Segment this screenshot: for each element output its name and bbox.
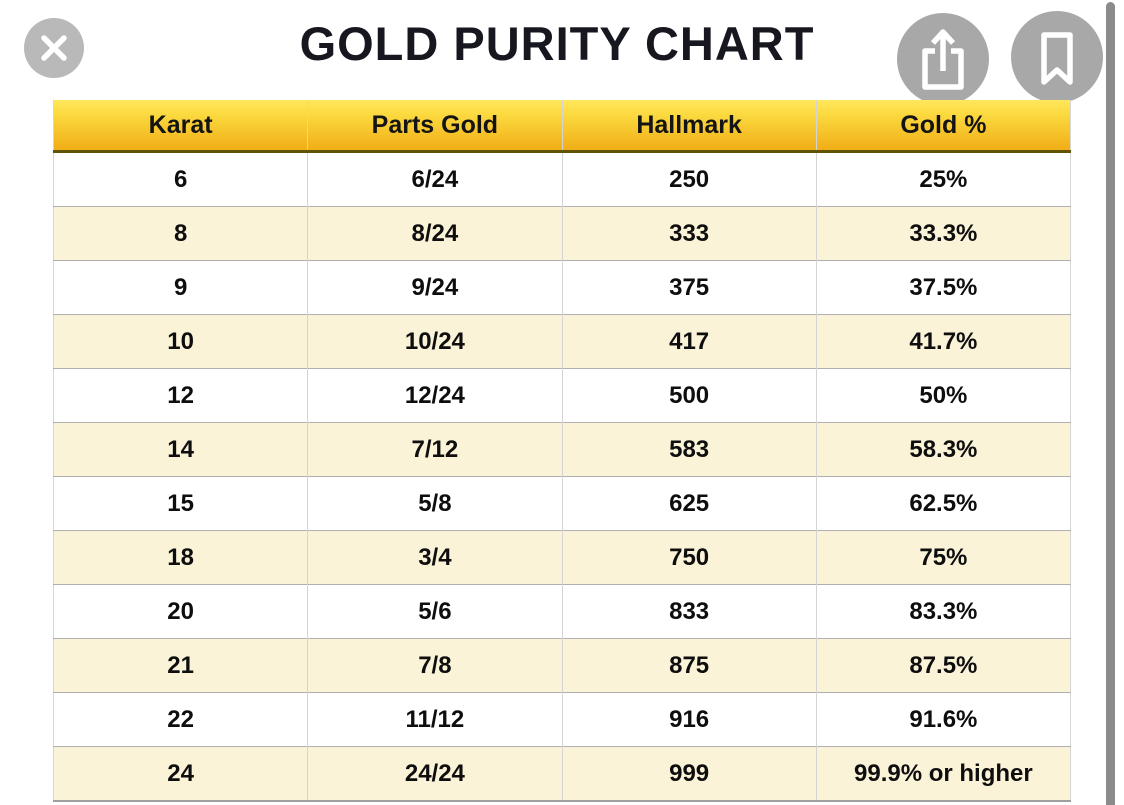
table-cell: 21 (53, 638, 308, 693)
table-cell: 333 (561, 206, 817, 261)
table-cell: 50% (815, 368, 1071, 423)
table-cell: 91.6% (815, 692, 1071, 747)
page-title: GOLD PURITY CHART (299, 17, 815, 70)
bookmark-icon (1041, 32, 1073, 85)
close-x-icon (41, 35, 67, 61)
table-cell: 6/24 (307, 151, 562, 207)
table-cell: 87.5% (815, 638, 1071, 693)
table-cell: 12/24 (307, 368, 562, 423)
vertical-scrollbar-thumb[interactable] (1106, 2, 1115, 805)
table-cell: 25% (815, 151, 1071, 207)
table-row: 8 8/24 333 33.3% (53, 206, 1071, 261)
table-cell: 37.5% (815, 260, 1071, 315)
table-cell: 22 (53, 692, 308, 747)
table-row: 21 7/8 875 87.5% (53, 638, 1071, 693)
table-cell: 18 (53, 530, 308, 585)
table-cell: 375 (561, 260, 817, 315)
table-cell: 500 (561, 368, 817, 423)
table-cell: 7/8 (307, 638, 562, 693)
table-cell: 8 (53, 206, 308, 261)
table-cell: 99.9% or higher (815, 746, 1071, 801)
close-button[interactable] (24, 18, 84, 78)
table-cell: 8/24 (307, 206, 562, 261)
column-header: Gold % (815, 100, 1071, 153)
share-button[interactable] (897, 13, 989, 105)
table-cell: 3/4 (307, 530, 562, 585)
table-cell: 62.5% (815, 476, 1071, 531)
table-cell: 7/12 (307, 422, 562, 477)
table-cell: 750 (561, 530, 817, 585)
table-cell: 24 (53, 746, 308, 801)
table-cell: 14 (53, 422, 308, 477)
table-cell: 833 (561, 584, 817, 639)
table-cell: 33.3% (815, 206, 1071, 261)
table-cell: 10 (53, 314, 308, 369)
bookmark-button[interactable] (1011, 11, 1103, 103)
table-cell: 417 (561, 314, 817, 369)
table-row: 12 12/24 500 50% (53, 368, 1071, 423)
gold-purity-table: Karat Parts Gold Hallmark Gold % 6 6/24 250 25… (53, 100, 1071, 802)
table-cell: 999 (561, 746, 817, 801)
table-cell: 6 (53, 151, 308, 207)
table-row: 18 3/4 750 75% (53, 530, 1071, 585)
table-cell: 75% (815, 530, 1071, 585)
table-cell: 20 (53, 584, 308, 639)
table-row: 22 11/12 916 91.6% (53, 692, 1071, 747)
table-cell: 916 (561, 692, 817, 747)
table-row: 6 6/24 250 25% (53, 151, 1071, 207)
table-cell: 5/6 (307, 584, 562, 639)
table-cell: 5/8 (307, 476, 562, 531)
table-cell: 41.7% (815, 314, 1071, 369)
column-header: Karat (53, 100, 308, 153)
table-cell: 15 (53, 476, 308, 531)
table-cell: 10/24 (307, 314, 562, 369)
table-header-row: Karat Parts Gold Hallmark Gold % (53, 100, 1071, 153)
table-row: 15 5/8 625 62.5% (53, 476, 1071, 531)
table-cell: 11/12 (307, 692, 562, 747)
table-row: 10 10/24 417 41.7% (53, 314, 1071, 369)
table-row: 20 5/6 833 83.3% (53, 584, 1071, 639)
table-row: 9 9/24 375 37.5% (53, 260, 1071, 315)
table-row: 14 7/12 583 58.3% (53, 422, 1071, 477)
table-cell: 250 (561, 151, 817, 207)
table-cell: 875 (561, 638, 817, 693)
share-up-arrow-icon (922, 29, 964, 90)
table-body: 6 6/24 250 25% 8 8/24 333 33.3% 9 9/24 375 37.5% 10 1… (53, 151, 1071, 801)
column-header: Parts Gold (307, 100, 562, 153)
table-cell: 12 (53, 368, 308, 423)
table-row: 24 24/24 999 99.9% or higher (53, 746, 1071, 801)
table-cell: 583 (561, 422, 817, 477)
table-cell: 625 (561, 476, 817, 531)
table-cell: 9 (53, 260, 308, 315)
table-cell: 83.3% (815, 584, 1071, 639)
table-cell: 24/24 (307, 746, 562, 801)
table-cell: 9/24 (307, 260, 562, 315)
table-cell: 58.3% (815, 422, 1071, 477)
column-header: Hallmark (561, 100, 817, 153)
